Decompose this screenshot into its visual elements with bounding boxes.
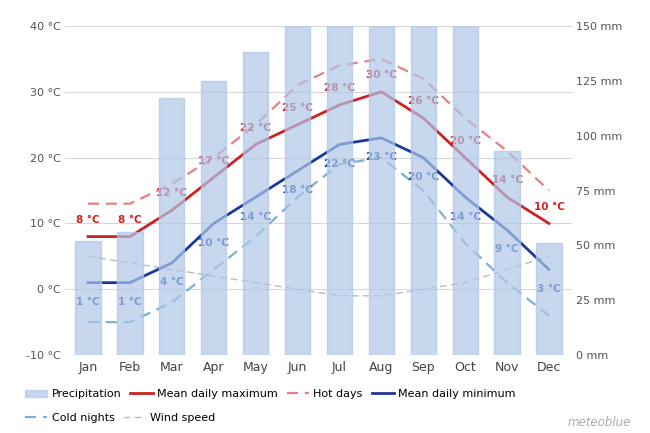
Text: 3 °C: 3 °C	[537, 284, 561, 294]
Bar	[118, 232, 142, 355]
Bar	[202, 81, 226, 355]
Text: 8 °C: 8 °C	[118, 215, 142, 225]
Text: 12 °C: 12 °C	[157, 188, 187, 198]
Text: 18 °C: 18 °C	[282, 185, 313, 195]
Text: 23 °C: 23 °C	[366, 152, 396, 162]
Text: 1 °C: 1 °C	[76, 297, 100, 307]
Text: 10 °C: 10 °C	[198, 238, 229, 248]
Text: 14 °C: 14 °C	[491, 175, 523, 185]
Bar	[243, 52, 268, 355]
Bar	[369, 0, 394, 355]
Text: 14 °C: 14 °C	[450, 212, 480, 222]
Text: 14 °C: 14 °C	[240, 212, 271, 222]
Bar	[495, 151, 519, 355]
Bar	[536, 243, 562, 355]
Bar	[75, 241, 101, 355]
Text: 10 °C: 10 °C	[534, 202, 564, 212]
Bar	[285, 0, 310, 355]
Legend: Cold nights, Wind speed: Cold nights, Wind speed	[25, 413, 215, 423]
Legend: Precipitation, Mean daily maximum, Hot days, Mean daily minimum: Precipitation, Mean daily maximum, Hot d…	[25, 389, 515, 399]
Bar	[159, 98, 185, 355]
Text: 22 °C: 22 °C	[240, 123, 271, 132]
Text: 20 °C: 20 °C	[408, 172, 439, 182]
Text: 17 °C: 17 °C	[198, 155, 229, 165]
Text: 8 °C: 8 °C	[76, 215, 100, 225]
Bar	[411, 0, 436, 355]
Text: 9 °C: 9 °C	[495, 245, 519, 255]
Bar	[452, 0, 478, 355]
Text: meteoblue: meteoblue	[567, 416, 630, 429]
Text: 26 °C: 26 °C	[408, 96, 439, 106]
Text: 28 °C: 28 °C	[324, 83, 355, 93]
Text: 30 °C: 30 °C	[366, 70, 396, 80]
Text: 4 °C: 4 °C	[160, 278, 184, 288]
Text: 1 °C: 1 °C	[118, 297, 142, 307]
Text: 22 °C: 22 °C	[324, 159, 355, 169]
Text: 25 °C: 25 °C	[282, 103, 313, 113]
Text: 20 °C: 20 °C	[450, 136, 480, 146]
Bar	[327, 17, 352, 355]
